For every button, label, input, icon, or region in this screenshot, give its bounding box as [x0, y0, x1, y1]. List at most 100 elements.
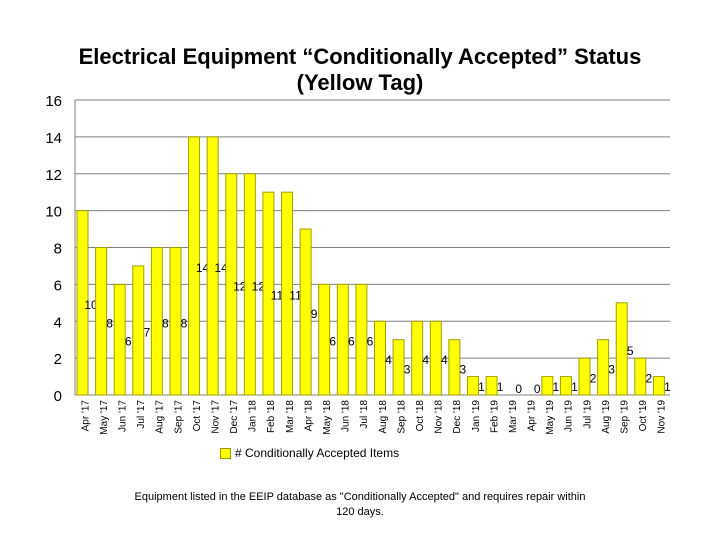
data-label: 4 [422, 353, 429, 367]
bar [132, 265, 145, 396]
bar [374, 320, 386, 396]
data-label: 1 [553, 380, 560, 394]
x-tick-label: Apr '17 [80, 400, 91, 432]
x-tick-label: Nov '18 [434, 400, 445, 434]
bar [336, 283, 349, 396]
x-tick-label: Mar '18 [285, 400, 296, 433]
bar [392, 339, 405, 396]
bar [615, 302, 628, 396]
bar [113, 283, 126, 396]
bar [188, 136, 201, 396]
bar [429, 320, 442, 396]
x-tick-label: Jan '19 [471, 400, 482, 432]
data-label: 2 [590, 372, 597, 386]
x-tick-label: Aug '18 [378, 400, 389, 434]
bar [578, 357, 591, 396]
data-label: 3 [404, 362, 411, 376]
data-label: 1 [497, 380, 504, 394]
bar [225, 173, 238, 396]
x-tick-label: Sep '19 [620, 400, 631, 434]
data-label: 11 [289, 289, 302, 303]
bar [559, 376, 572, 396]
x-tick-label: May '18 [322, 400, 333, 435]
x-tick-label: Oct '19 [638, 400, 649, 432]
x-tick-label: Aug '17 [155, 400, 166, 434]
data-label: 3 [460, 362, 467, 376]
footnote: Equipment listed in the EEIP database as… [134, 491, 586, 518]
legend-swatch [220, 447, 231, 459]
data-label: 6 [125, 335, 132, 349]
x-tick-label: Dec '17 [229, 400, 240, 434]
y-tick-label: 10 [45, 204, 62, 221]
bar [466, 376, 479, 396]
bar [243, 173, 256, 396]
bar [299, 228, 312, 396]
x-tick-label: Jun '18 [341, 400, 352, 432]
bar [281, 191, 294, 396]
x-tick-label: Jan '18 [248, 400, 259, 432]
y-tick-label: 2 [54, 351, 62, 368]
y-tick-label: 14 [45, 130, 62, 147]
y-tick-label: 16 [45, 93, 62, 110]
x-tick-label: Feb '18 [266, 400, 277, 433]
bar [485, 376, 498, 396]
x-tick-label: Jul '17 [136, 400, 147, 429]
x-tick-label: May '19 [545, 400, 556, 435]
x-tick-label: May '17 [99, 400, 110, 435]
data-label: 6 [367, 335, 374, 349]
bar [95, 247, 108, 396]
bar [411, 320, 424, 396]
bar [652, 376, 665, 396]
x-tick-label: Jun '19 [564, 400, 575, 432]
data-label: 4 [441, 353, 448, 367]
data-label: 8 [162, 316, 169, 330]
x-tick-label: Nov '19 [657, 400, 668, 434]
data-label: 10 [84, 298, 98, 312]
y-tick-label: 0 [54, 388, 62, 405]
data-label: 5 [627, 344, 634, 358]
data-label: 12 [233, 279, 247, 293]
x-tick-label: Jun '17 [117, 400, 128, 432]
data-label: 1 [664, 380, 671, 394]
bar [169, 247, 182, 396]
x-tick-label: Mar '19 [508, 400, 519, 433]
x-tick-label: Oct '18 [415, 400, 426, 432]
data-label: 6 [329, 335, 336, 349]
bar [76, 210, 89, 396]
bar [206, 136, 219, 396]
data-label: 14 [214, 261, 228, 275]
y-tick-label: 8 [54, 241, 62, 258]
chart-legend: # Conditionally Accepted Items [220, 446, 399, 460]
data-label: 14 [196, 261, 210, 275]
data-label: 4 [385, 353, 392, 367]
data-label: 1 [478, 380, 485, 394]
y-tick-label: 6 [54, 277, 62, 294]
x-tick-label: Nov '17 [210, 400, 221, 434]
legend-label: # Conditionally Accepted Items [235, 446, 400, 460]
data-label: 9 [311, 307, 318, 321]
chart-title-line2: (Yellow Tag) [296, 70, 424, 95]
data-label: 11 [271, 289, 284, 303]
x-tick-label: Oct '17 [192, 400, 203, 432]
data-label: 8 [181, 316, 188, 330]
bar [448, 339, 461, 396]
x-tick-label: Aug '19 [601, 400, 612, 434]
x-tick-label: Apr '19 [527, 400, 538, 432]
chart-title: Electrical Equipment “Conditionally Acce… [0, 44, 720, 96]
bar [355, 283, 368, 396]
bar [634, 357, 647, 396]
data-label: 6 [348, 335, 355, 349]
data-label: 8 [106, 316, 113, 330]
x-tick-label: Jul '18 [359, 400, 370, 429]
data-label: 12 [252, 279, 266, 293]
bar [597, 339, 610, 396]
bar [150, 247, 163, 396]
data-label: 0 [515, 382, 522, 396]
y-tick-label: 4 [54, 314, 62, 331]
data-label: 1 [571, 380, 578, 394]
x-tick-label: Feb '19 [489, 400, 500, 433]
y-tick-label: 12 [45, 167, 62, 184]
x-tick-label: Sep '18 [396, 400, 407, 434]
data-label: 3 [608, 362, 615, 376]
